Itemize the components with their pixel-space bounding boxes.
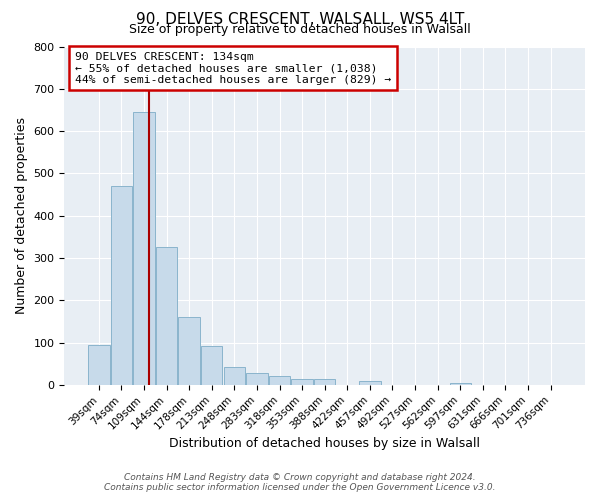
Bar	[201, 346, 223, 385]
Bar	[224, 367, 245, 385]
Bar	[110, 186, 132, 385]
Bar	[359, 382, 380, 385]
Bar	[246, 373, 268, 385]
Bar	[314, 378, 335, 385]
X-axis label: Distribution of detached houses by size in Walsall: Distribution of detached houses by size …	[169, 437, 480, 450]
Bar	[133, 112, 155, 385]
Bar	[269, 376, 290, 385]
Text: 90 DELVES CRESCENT: 134sqm
← 55% of detached houses are smaller (1,038)
44% of s: 90 DELVES CRESCENT: 134sqm ← 55% of deta…	[75, 52, 391, 85]
Text: Contains HM Land Registry data © Crown copyright and database right 2024.
Contai: Contains HM Land Registry data © Crown c…	[104, 473, 496, 492]
Bar	[178, 317, 200, 385]
Bar	[156, 248, 177, 385]
Bar	[292, 379, 313, 385]
Y-axis label: Number of detached properties: Number of detached properties	[15, 117, 28, 314]
Bar	[88, 344, 110, 385]
Text: 90, DELVES CRESCENT, WALSALL, WS5 4LT: 90, DELVES CRESCENT, WALSALL, WS5 4LT	[136, 12, 464, 28]
Bar	[449, 382, 471, 385]
Text: Size of property relative to detached houses in Walsall: Size of property relative to detached ho…	[129, 24, 471, 36]
